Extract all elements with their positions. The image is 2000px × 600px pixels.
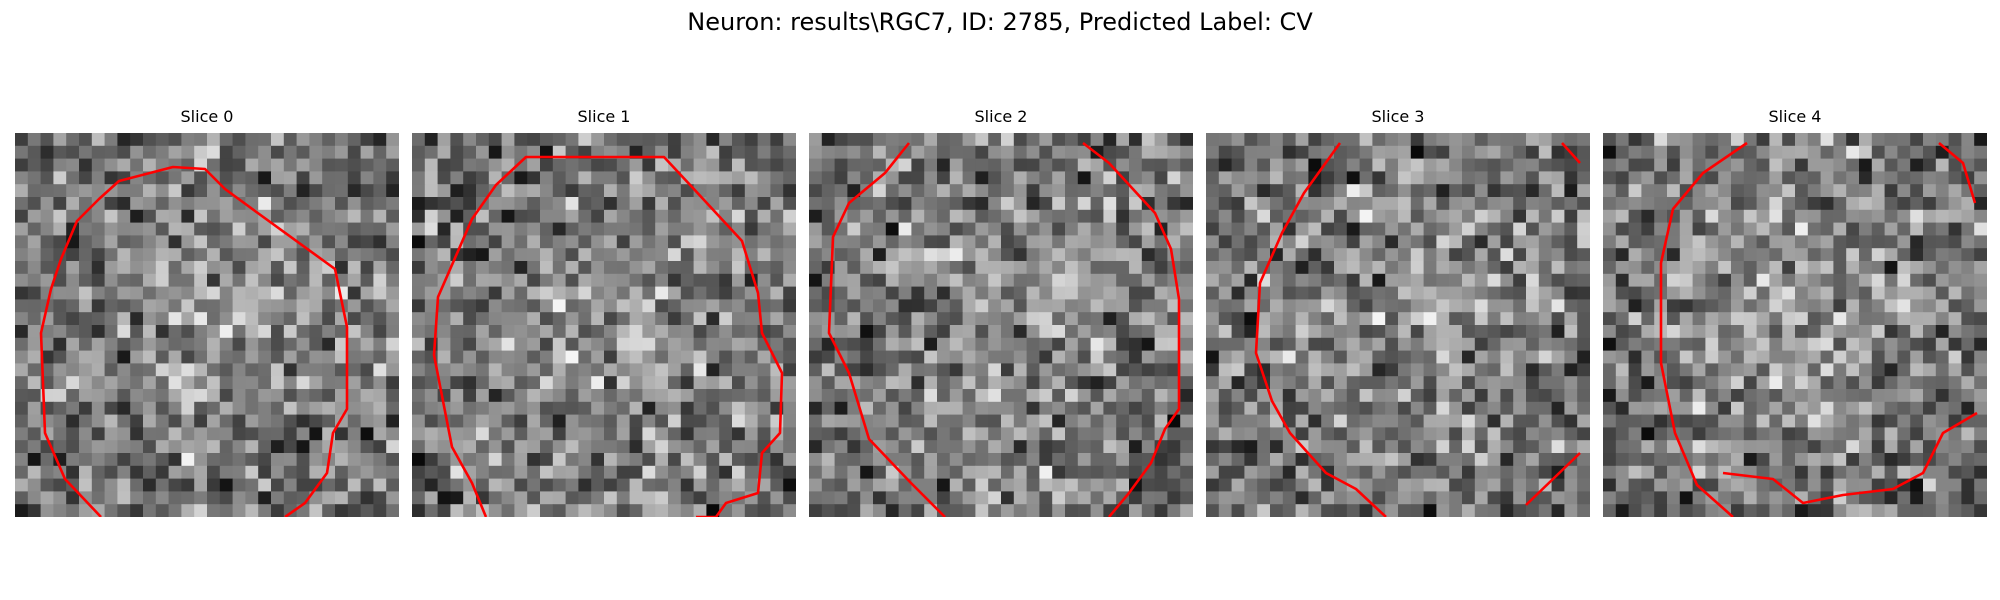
contour-line-4-1 bbox=[1938, 142, 1977, 204]
slice-title-3: Slice 3 bbox=[1371, 107, 1425, 126]
slice-image-2 bbox=[809, 133, 1193, 517]
contour-line-3-1 bbox=[1561, 142, 1581, 164]
slice-title-1: Slice 1 bbox=[577, 107, 631, 126]
contour-line-3-0 bbox=[1254, 142, 1387, 517]
contour-line-3-2 bbox=[1525, 452, 1581, 506]
contour-line-0-0 bbox=[39, 165, 349, 517]
figure-title: Neuron: results\RGC7, ID: 2785, Predicte… bbox=[687, 8, 1313, 36]
slice-image-0 bbox=[15, 133, 399, 517]
slice-image-3 bbox=[1206, 133, 1590, 517]
contour-line-4-0 bbox=[1659, 141, 1748, 517]
slice-title-4: Slice 4 bbox=[1768, 107, 1822, 126]
slice-title-2: Slice 2 bbox=[974, 107, 1028, 126]
contour-line-2-0 bbox=[827, 142, 946, 517]
contour-line-2-1 bbox=[1082, 141, 1181, 517]
slice-image-1 bbox=[412, 133, 796, 517]
slice-title-0: Slice 0 bbox=[180, 107, 234, 126]
contour-line-4-2 bbox=[1722, 411, 1978, 505]
slice-image-4 bbox=[1603, 133, 1987, 517]
contour-line-1-0 bbox=[432, 155, 784, 517]
